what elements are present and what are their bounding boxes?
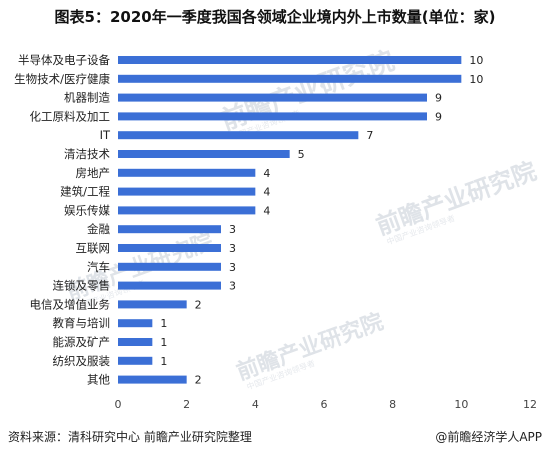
- data-label: 1: [160, 355, 167, 368]
- bar: [118, 187, 256, 196]
- category-label: 半导体及电子设备: [18, 53, 110, 67]
- data-label: 7: [366, 129, 373, 142]
- category-label: 机器制造: [64, 91, 110, 105]
- data-label: 10: [469, 54, 483, 67]
- category-label: 清洁技术: [64, 147, 110, 161]
- footer-brand: @前瞻经济学人APP: [435, 430, 542, 444]
- bars-layer: 半导体及电子设备 10 生物技术/医疗健康 10 机器制造 9 化工原料及加工 9 IT 7 清洁技…: [14, 53, 483, 387]
- data-label: 4: [263, 186, 270, 199]
- category-label: 电信及增值业务: [30, 297, 111, 311]
- data-label: 3: [229, 261, 236, 274]
- x-tick-label: 0: [115, 398, 122, 411]
- category-label: 娱乐传媒: [64, 203, 110, 217]
- bar: [118, 150, 290, 158]
- data-label: 2: [195, 374, 202, 387]
- category-label: 教育与培训: [53, 316, 111, 330]
- data-label: 2: [195, 298, 202, 311]
- bar: [118, 300, 187, 309]
- x-tick-label: 10: [454, 398, 468, 411]
- data-label: 4: [263, 204, 270, 217]
- watermark-text: 前瞻产业研究院: [372, 157, 539, 241]
- data-label: 5: [298, 148, 305, 161]
- bar: [118, 112, 427, 121]
- category-label: 房地产: [76, 166, 111, 180]
- category-label: 生物技术/医疗健康: [14, 72, 110, 86]
- category-label: 能源及矿产: [53, 335, 111, 349]
- x-tick-label: 12: [523, 398, 537, 411]
- data-label: 10: [469, 73, 483, 86]
- category-label: 纺织及服装: [53, 354, 111, 368]
- x-tick-label: 8: [389, 398, 396, 411]
- data-label: 3: [229, 223, 236, 236]
- category-label: 汽车: [87, 260, 110, 274]
- x-axis: 0 2 4 6 8 10 12: [115, 398, 538, 411]
- bar: [118, 74, 462, 83]
- data-label: 9: [435, 110, 442, 123]
- bar: [118, 56, 462, 64]
- category-label: 化工原料及加工: [30, 109, 111, 123]
- footer-source: 资料来源：清科研究中心 前瞻产业研究院整理: [8, 430, 252, 444]
- bar: [118, 131, 359, 140]
- bar: [118, 338, 153, 346]
- data-label: 4: [263, 167, 270, 180]
- bar: [118, 356, 153, 365]
- data-label: 3: [229, 280, 236, 293]
- bar: [118, 244, 221, 252]
- watermark-text: 前瞻产业研究院: [233, 309, 387, 386]
- bar: [118, 262, 221, 271]
- category-label: 其他: [87, 373, 110, 387]
- bar: [118, 225, 221, 234]
- data-label: 1: [160, 336, 167, 349]
- category-label: IT: [100, 128, 111, 142]
- bar: [118, 319, 153, 328]
- category-label: 建筑/工程: [60, 185, 110, 199]
- category-label: 连锁及零售: [53, 279, 111, 293]
- x-tick-label: 4: [252, 398, 259, 411]
- x-tick-label: 6: [321, 398, 328, 411]
- data-label: 3: [229, 242, 236, 255]
- bar: [118, 375, 187, 384]
- bar: [118, 206, 256, 215]
- data-label: 1: [160, 317, 167, 330]
- x-tick-label: 2: [183, 398, 190, 411]
- category-label: 互联网: [76, 241, 111, 255]
- chart-title: 图表5：2020年一季度我国各领域企业境内外上市数量(单位：家): [54, 8, 496, 26]
- bar: [118, 281, 221, 290]
- bar: [118, 168, 256, 177]
- category-label: 金融: [87, 222, 110, 236]
- bar: [118, 93, 427, 102]
- data-label: 9: [435, 92, 442, 105]
